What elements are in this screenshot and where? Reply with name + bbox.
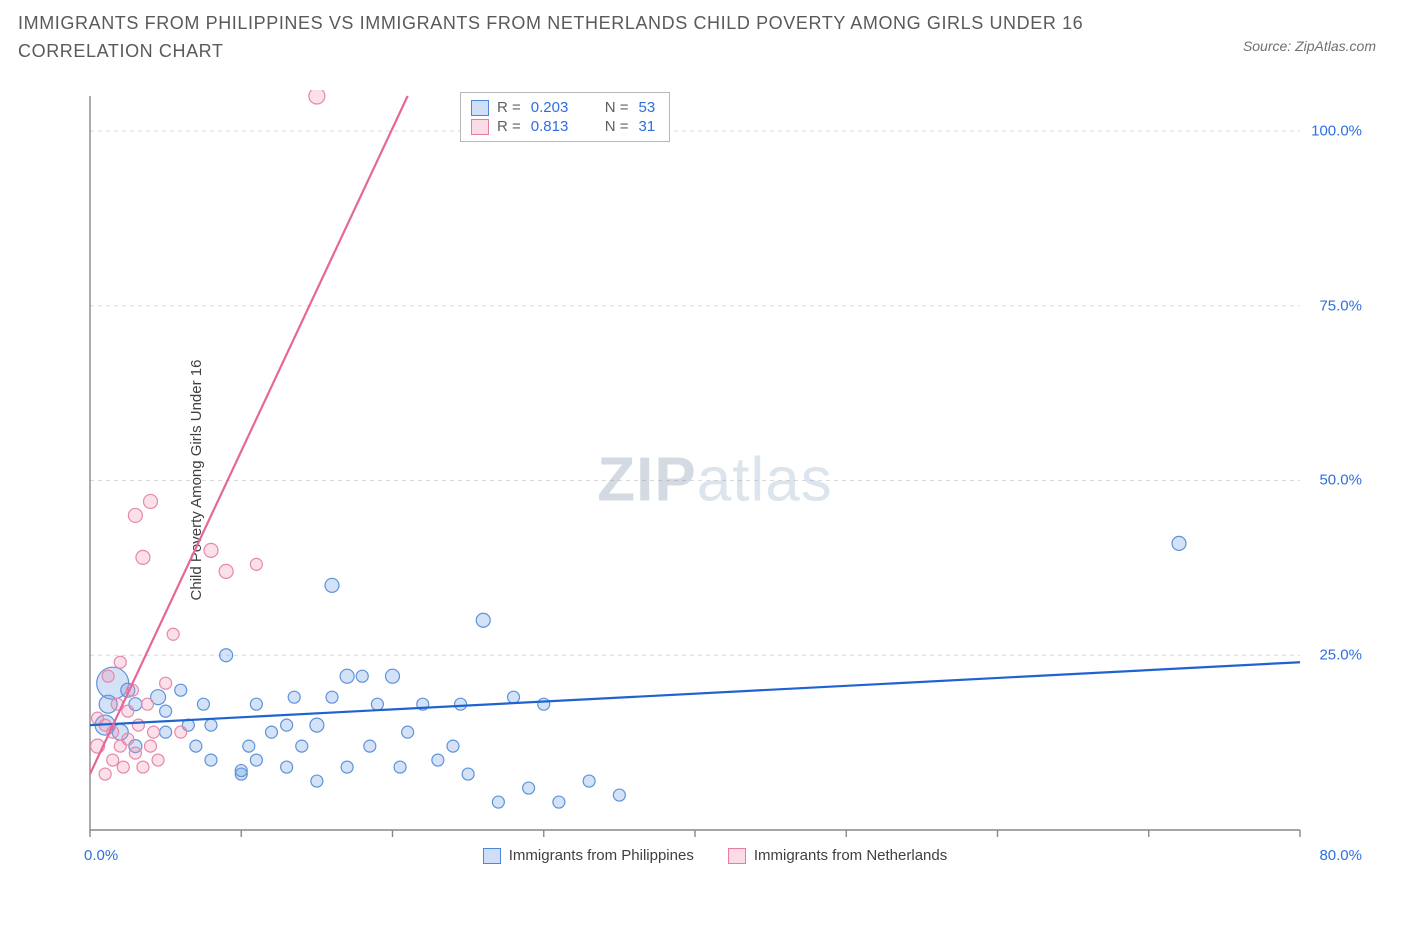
chart-title: IMMIGRANTS FROM PHILIPPINES VS IMMIGRANT… [18,10,1206,66]
y-tick-label: 75.0% [1319,297,1362,314]
y-tick-label: 25.0% [1319,647,1362,664]
legend-row: R =0.203N =53 [471,98,655,117]
legend-item-label: Immigrants from Netherlands [754,847,947,864]
scatter-chart: Child Poverty Among Girls Under 16 ZIPat… [60,90,1370,870]
legend-item-label: Immigrants from Philippines [509,847,694,864]
correlation-legend: R =0.203N =53R =0.813N =31 [460,92,670,142]
y-tick-label: 100.0% [1311,122,1362,139]
legend-row: R =0.813N =31 [471,117,655,136]
blue-swatch-icon [483,848,501,864]
pink-swatch-icon [471,119,489,135]
x-axis-start-label: 0.0% [84,847,118,864]
chart-canvas [60,90,1370,870]
y-tick-label: 50.0% [1319,472,1362,489]
legend-item: Immigrants from Netherlands [728,847,947,864]
blue-swatch-icon [471,100,489,116]
legend-item: Immigrants from Philippines [483,847,694,864]
source-attribution: Source: ZipAtlas.com [1243,38,1376,54]
pink-swatch-icon [728,848,746,864]
x-axis-end-label: 80.0% [1319,847,1362,864]
series-legend: Immigrants from Philippines Immigrants fr… [60,847,1370,864]
